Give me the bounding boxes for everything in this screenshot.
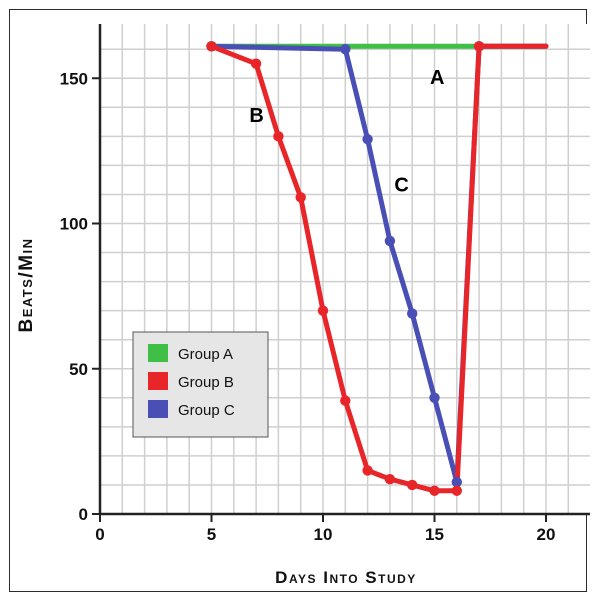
data-point-b <box>429 485 440 496</box>
data-point-c <box>384 235 396 247</box>
data-point-b <box>250 58 262 69</box>
data-point-b <box>473 41 485 52</box>
y-tick-label: 0 <box>79 505 88 524</box>
legend-label-a: Group A <box>178 346 233 363</box>
x-tick-label: 20 <box>537 525 556 544</box>
y-tick-labels: 0 50 100 150 <box>60 69 88 524</box>
y-tick-label: 100 <box>60 215 88 234</box>
series-label-c: C <box>394 175 408 197</box>
legend-label-b: Group B <box>178 374 234 391</box>
data-point-b <box>451 485 462 496</box>
y-tick-label: 50 <box>69 360 88 379</box>
x-tick-label: 5 <box>207 525 216 544</box>
y-tick-label: 150 <box>60 69 88 88</box>
data-point-b <box>384 473 396 485</box>
data-point-b <box>362 465 373 476</box>
data-point-b <box>317 305 329 316</box>
data-point-b <box>340 395 351 406</box>
series-annotations: A B C <box>249 67 444 196</box>
x-tick-label: 10 <box>314 525 333 544</box>
legend-label-c: Group C <box>178 402 235 419</box>
legend-swatch-c <box>148 400 168 418</box>
series-label-b: B <box>249 105 263 127</box>
data-point-b <box>273 131 284 142</box>
x-tick-label: 0 <box>95 525 104 544</box>
series-points <box>206 41 485 496</box>
data-point-b <box>295 192 306 203</box>
legend-swatch-b <box>148 372 168 390</box>
legend-swatch-a <box>148 344 168 362</box>
data-point-b <box>407 479 418 491</box>
data-point-b <box>206 41 217 52</box>
x-tick-labels: 0 5 10 15 20 <box>95 525 555 544</box>
series-label-a: A <box>430 67 444 89</box>
y-axis-title: Beats/Min <box>16 237 37 332</box>
data-point-c <box>362 134 373 145</box>
x-axis-title: Days Into Study <box>275 568 417 587</box>
data-point-c <box>429 392 440 403</box>
data-point-c <box>407 308 418 319</box>
legend: Group A Group B Group C <box>132 331 269 438</box>
data-point-c <box>340 44 351 55</box>
axes <box>92 24 590 522</box>
data-point-c <box>451 476 462 488</box>
x-tick-label: 15 <box>425 525 444 544</box>
